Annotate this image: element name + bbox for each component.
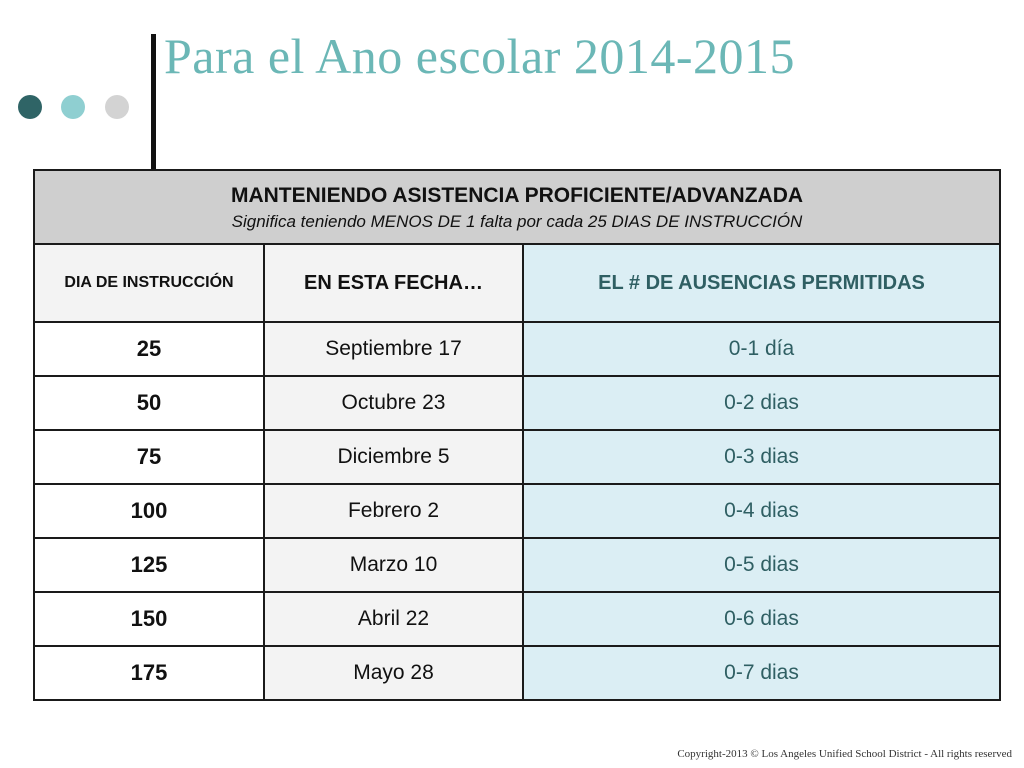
cell-day: 25 [33, 321, 265, 377]
cell-date: Febrero 2 [263, 483, 524, 539]
cell-date: Octubre 23 [263, 375, 524, 431]
decorative-dot-light [61, 95, 85, 119]
table-row: 100 Febrero 2 0-4 dias [33, 483, 1001, 539]
cell-date: Septiembre 17 [263, 321, 524, 377]
cell-date: Marzo 10 [263, 537, 524, 593]
table-subheading: Significa teniendo MENOS DE 1 falta por … [231, 212, 803, 231]
cell-absences: 0-7 dias [522, 645, 1001, 701]
title-accent-line [151, 34, 156, 169]
table-row: 125 Marzo 10 0-5 dias [33, 537, 1001, 593]
table-row: 50 Octubre 23 0-2 dias [33, 375, 1001, 431]
cell-day: 175 [33, 645, 265, 701]
decorative-dot-gray [105, 95, 129, 119]
attendance-table: MANTENIENDO ASISTENCIA PROFICIENTE/ADVAN… [33, 169, 1001, 701]
cell-absences: 0-4 dias [522, 483, 1001, 539]
cell-date: Diciembre 5 [263, 429, 524, 485]
cell-date: Abril 22 [263, 591, 524, 647]
column-header-date: EN ESTA FECHA… [263, 243, 524, 323]
cell-day: 100 [33, 483, 265, 539]
table-row: 175 Mayo 28 0-7 dias [33, 645, 1001, 701]
cell-date: Mayo 28 [263, 645, 524, 701]
table-heading-cell: MANTENIENDO ASISTENCIA PROFICIENTE/ADVAN… [33, 169, 1001, 245]
cell-absences: 0-2 dias [522, 375, 1001, 431]
cell-absences: 0-5 dias [522, 537, 1001, 593]
column-header-row: DIA DE INSTRUCCIÓN EN ESTA FECHA… EL # D… [33, 243, 1001, 323]
cell-absences: 0-6 dias [522, 591, 1001, 647]
cell-day: 125 [33, 537, 265, 593]
decorative-dot-dark [18, 95, 42, 119]
cell-day: 150 [33, 591, 265, 647]
column-header-day: DIA DE INSTRUCCIÓN [33, 243, 265, 323]
table-heading-row: MANTENIENDO ASISTENCIA PROFICIENTE/ADVAN… [33, 169, 1001, 245]
cell-absences: 0-1 día [522, 321, 1001, 377]
copyright-notice: Copyright-2013 © Los Angeles Unified Sch… [677, 748, 1012, 760]
cell-day: 50 [33, 375, 265, 431]
cell-day: 75 [33, 429, 265, 485]
table-row: 150 Abril 22 0-6 dias [33, 591, 1001, 647]
table-heading: MANTENIENDO ASISTENCIA PROFICIENTE/ADVAN… [230, 184, 804, 207]
slide-title: Para el Ano escolar 2014-2015 [164, 28, 796, 84]
table-row: 75 Diciembre 5 0-3 dias [33, 429, 1001, 485]
table-row: 25 Septiembre 17 0-1 día [33, 321, 1001, 377]
cell-absences: 0-3 dias [522, 429, 1001, 485]
column-header-absences: EL # DE AUSENCIAS PERMITIDAS [522, 243, 1001, 323]
attendance-table-grid: MANTENIENDO ASISTENCIA PROFICIENTE/ADVAN… [33, 169, 1001, 701]
